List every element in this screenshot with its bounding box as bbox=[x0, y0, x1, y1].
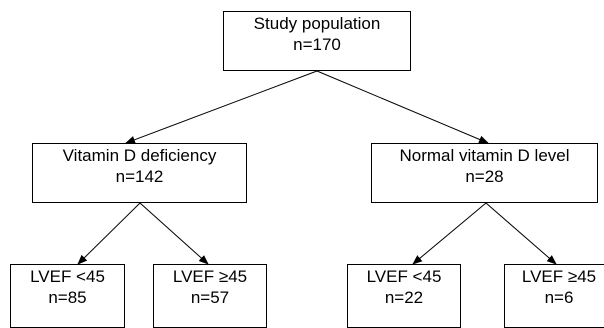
arrow-deficiency-to-lvef-low bbox=[77, 202, 141, 265]
node-count: n=142 bbox=[115, 167, 164, 186]
node-count: n=28 bbox=[465, 167, 504, 186]
node-study-population: Study population n=170 bbox=[223, 11, 411, 71]
node-label: LVEF <45 bbox=[30, 267, 105, 286]
arrow-normal-to-lvef-high bbox=[485, 202, 557, 265]
node-count: n=57 bbox=[190, 288, 230, 307]
node-count: n=170 bbox=[293, 35, 341, 54]
node-normal-vitamin-d: Normal vitamin D level n=28 bbox=[371, 143, 598, 203]
arrow-root-to-normal bbox=[316, 70, 489, 144]
node-deficiency-lvef-high: LVEF ≥45 n=57 bbox=[153, 264, 267, 328]
arrow-normal-to-lvef-low bbox=[412, 202, 487, 265]
node-deficiency-lvef-low: LVEF <45 n=85 bbox=[10, 264, 125, 328]
node-label: Vitamin D deficiency bbox=[62, 146, 217, 165]
node-label: LVEF ≥45 bbox=[521, 267, 597, 286]
node-normal-lvef-low: LVEF <45 n=22 bbox=[347, 264, 461, 328]
node-count: n=6 bbox=[544, 288, 574, 307]
node-count: n=85 bbox=[48, 288, 87, 307]
node-vitamin-d-deficiency: Vitamin D deficiency n=142 bbox=[32, 143, 247, 203]
arrow-deficiency-to-lvef-high bbox=[139, 202, 209, 265]
node-count: n=22 bbox=[384, 288, 424, 307]
node-normal-lvef-high: LVEF ≥45 n=6 bbox=[504, 264, 604, 328]
arrow-root-to-deficiency bbox=[125, 70, 318, 144]
node-label: LVEF <45 bbox=[366, 267, 442, 286]
node-label: LVEF ≥45 bbox=[172, 267, 248, 286]
node-label: Study population bbox=[253, 14, 381, 33]
node-label: Normal vitamin D level bbox=[399, 146, 570, 165]
